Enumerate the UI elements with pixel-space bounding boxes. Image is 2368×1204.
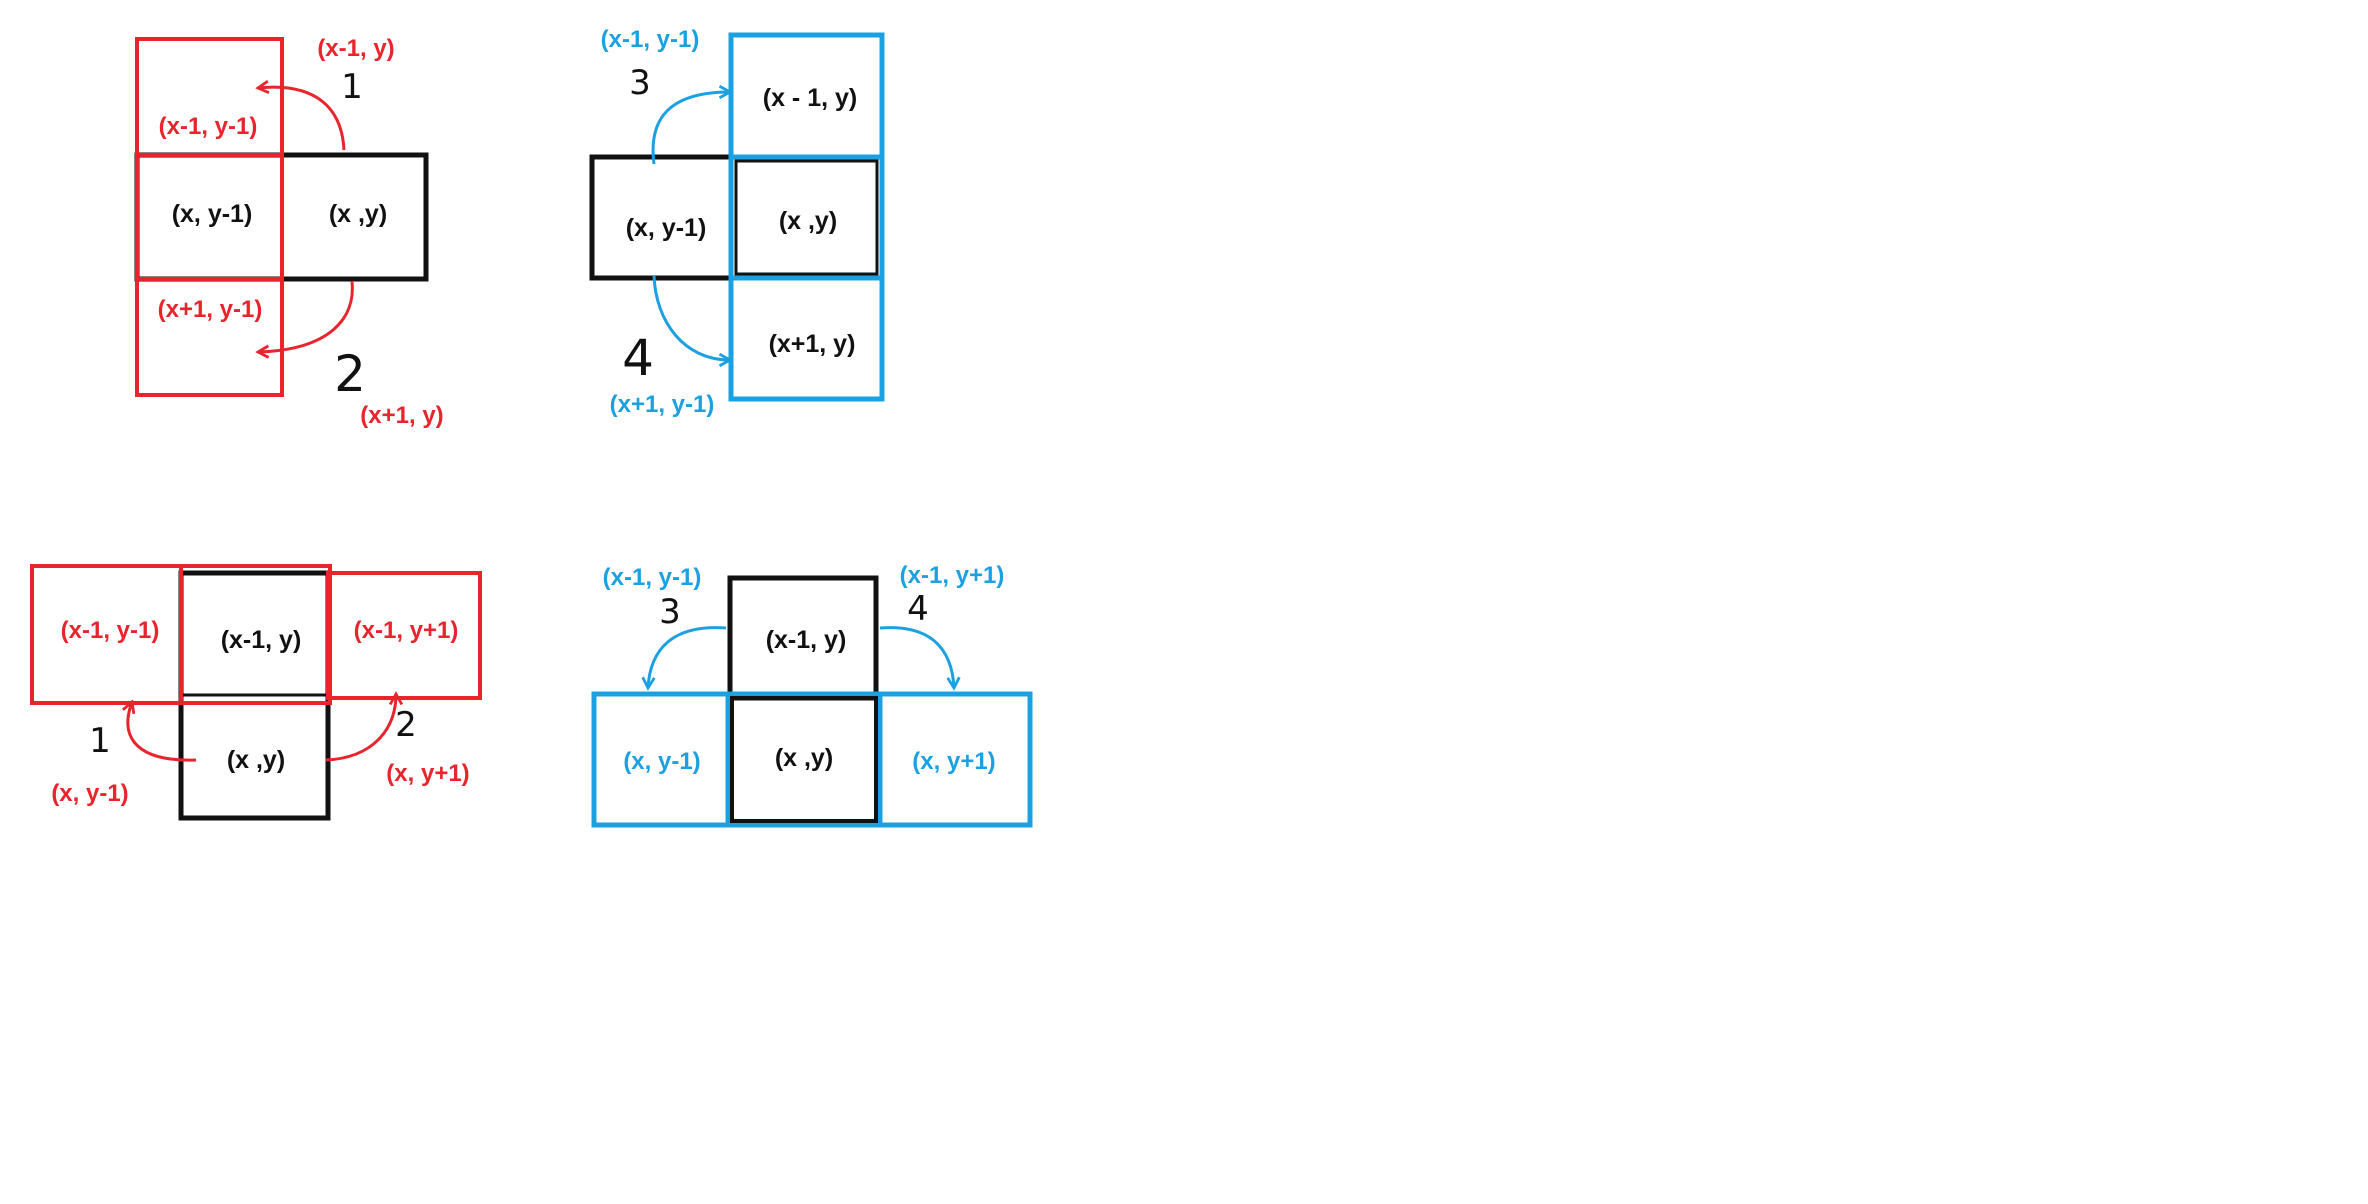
d2-center-label: (x ,y) — [779, 207, 837, 235]
d1-arrow-1 — [258, 87, 346, 151]
diagram-3: (x-1, y) (x ,y) (x-1, y-1) (x-1, y+1) (x… — [30, 564, 482, 821]
d2-top-source-label: (x-1, y-1) — [601, 26, 700, 53]
d4-blue-row — [591, 691, 1033, 828]
d2-blue-column — [728, 32, 885, 402]
d3-right-target-label: (x, y+1) — [386, 760, 469, 787]
d2-bottom-blue-label: (x+1, y) — [769, 330, 856, 358]
d4-step-4: 4 — [907, 589, 929, 629]
d4-arrow-4 — [879, 626, 954, 688]
d4-right-blue-label: (x, y+1) — [912, 748, 995, 775]
d3-right-red-label: (x-1, y+1) — [354, 617, 459, 644]
d3-arrow-1 — [128, 702, 197, 762]
d1-bottom-red-label: (x+1, y-1) — [158, 296, 263, 323]
d3-left-red-label: (x-1, y-1) — [61, 617, 160, 644]
d4-left-source-label: (x-1, y-1) — [603, 564, 702, 591]
d3-bottom-center-label: (x ,y) — [227, 746, 285, 774]
d1-center-right-label: (x ,y) — [329, 200, 387, 228]
d2-top-blue-label: (x - 1, y) — [763, 84, 857, 112]
d1-center-left-label: (x, y-1) — [172, 200, 253, 228]
d1-top-red-label: (x-1, y-1) — [159, 113, 258, 140]
d2-step-3: 3 — [629, 63, 651, 103]
d1-arrow-2 — [258, 280, 354, 352]
d1-step-1: 1 — [341, 67, 363, 107]
d4-left-blue-label: (x, y-1) — [623, 748, 700, 775]
d4-right-source-label: (x-1, y+1) — [900, 562, 1005, 589]
d1-bottom-target-label: (x+1, y) — [360, 402, 443, 429]
d4-arrow-3 — [648, 626, 727, 688]
d4-top-black-label: (x-1, y) — [766, 626, 847, 654]
d4-center-label: (x ,y) — [775, 744, 833, 772]
diagram-1: (x, y-1) (x ,y) (x-1, y-1) (x+1, y-1) (x… — [134, 35, 444, 429]
diagram-2: (x, y-1) (x ,y) (x - 1, y) (x+1, y) (x-1… — [589, 26, 885, 418]
d3-step-2: 2 — [395, 705, 417, 745]
d3-top-center-label: (x-1, y) — [221, 626, 302, 654]
d2-arrow-3 — [651, 92, 730, 165]
d1-step-2: 2 — [334, 345, 366, 403]
d2-center-black-box — [734, 159, 879, 276]
d3-left-target-label: (x, y-1) — [51, 780, 128, 807]
d2-arrow-4 — [652, 275, 730, 360]
d1-red-column — [135, 37, 284, 397]
d2-bottom-source-label: (x+1, y-1) — [610, 391, 715, 418]
d3-step-1: 1 — [89, 721, 111, 761]
d4-step-3: 3 — [659, 592, 681, 632]
d2-left-black-label: (x, y-1) — [626, 214, 707, 242]
d3-red-right-box — [326, 571, 482, 700]
d2-step-4: 4 — [622, 329, 654, 387]
diagram-4: (x-1, y) (x ,y) (x, y-1) (x, y+1) (x-1, … — [591, 562, 1033, 828]
d4-center-black-box — [730, 696, 878, 823]
d1-top-target-label: (x-1, y) — [317, 35, 394, 62]
d3-arrow-2 — [325, 694, 396, 762]
